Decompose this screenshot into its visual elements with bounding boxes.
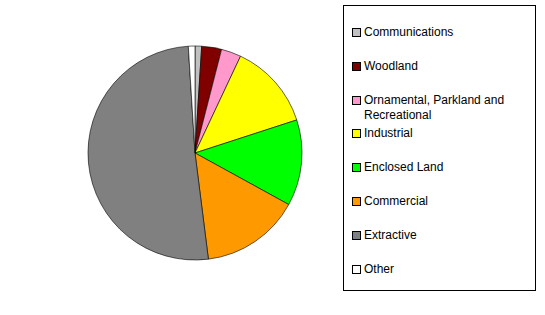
- legend-swatch: [352, 62, 361, 71]
- legend-label: Industrial: [364, 126, 524, 141]
- pie-slice: [188, 46, 195, 153]
- legend-swatch: [352, 231, 361, 240]
- legend-label: Extractive: [364, 228, 524, 243]
- pie-slice: [88, 46, 208, 260]
- legend-swatch: [352, 197, 361, 206]
- legend-label: Communications: [364, 25, 524, 40]
- legend: Communications Woodland Ornamental, Parkla…: [343, 5, 536, 291]
- legend-swatch: [352, 163, 361, 172]
- legend-label: Enclosed Land: [364, 160, 524, 175]
- legend-swatch: [352, 129, 361, 138]
- legend-swatch: [352, 96, 361, 105]
- legend-swatch: [352, 265, 361, 274]
- legend-swatch: [352, 28, 361, 37]
- legend-label: Woodland: [364, 59, 524, 74]
- legend-label: Other: [364, 262, 524, 277]
- pie-slice: [195, 153, 289, 259]
- legend-label: Ornamental, Parkland and Recreational: [364, 93, 524, 123]
- legend-label: Commercial: [364, 194, 524, 209]
